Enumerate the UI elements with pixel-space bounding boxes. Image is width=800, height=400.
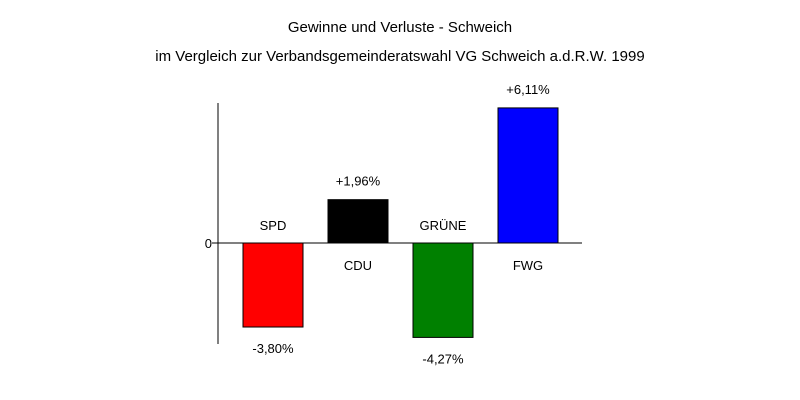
value-label-spd: -3,80%	[252, 341, 294, 356]
category-label-spd: SPD	[260, 218, 287, 233]
bar-fwg	[497, 107, 559, 244]
category-label-fwg: FWG	[513, 258, 543, 273]
chart-subtitle: im Vergleich zur Verbandsgemeinderatswah…	[155, 48, 645, 65]
bar-cdu	[327, 199, 389, 244]
zero-tick-label: 0	[205, 236, 212, 251]
category-label-cdu: CDU	[344, 258, 372, 273]
category-label-gruene: GRÜNE	[420, 218, 467, 233]
bars-group: -3,80% SPD +1,96% CDU -4,27% GRÜNE +6,11% FWG	[242, 82, 559, 366]
chart-title: Gewinne und Verluste - Schweich	[287, 19, 513, 36]
bar-spd	[242, 242, 304, 328]
value-label-gruene: -4,27%	[422, 351, 464, 366]
value-label-cdu: +1,96%	[336, 174, 381, 189]
bar-gruene	[412, 242, 474, 338]
value-label-fwg: +6,11%	[506, 82, 550, 97]
